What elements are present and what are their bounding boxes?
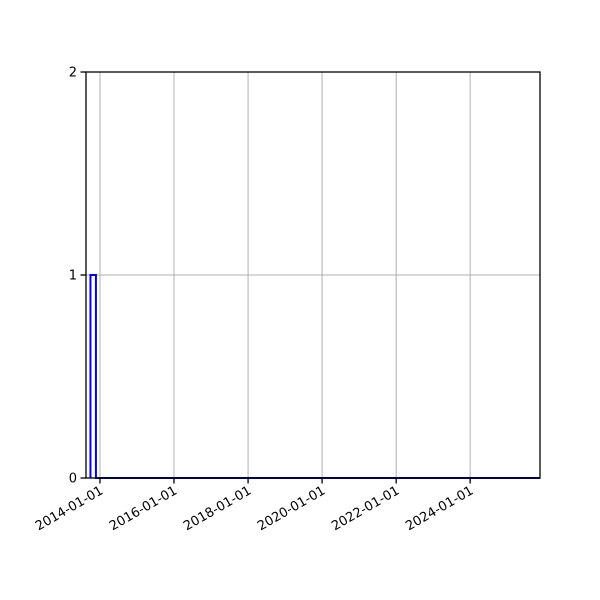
- x-tick-label: 2018-01-01: [181, 483, 254, 534]
- y-axis: 0 1 2: [69, 66, 86, 487]
- y-tick-label: 0: [69, 472, 77, 487]
- x-tick-label: 2014-01-01: [33, 483, 106, 534]
- y-tick-label: 2: [69, 66, 77, 81]
- x-axis: 2014-01-01 2016-01-01 2018-01-01 2020-01-01…: [33, 478, 476, 534]
- x-tick-label: 2016-01-01: [107, 483, 180, 534]
- gridlines: [86, 71, 540, 479]
- y-tick-label: 1: [69, 269, 77, 284]
- x-tick-label: 2022-01-01: [329, 483, 402, 534]
- x-tick-label: 2024-01-01: [403, 483, 476, 534]
- data-line-step-series: [89, 274, 540, 479]
- x-tick-label: 2020-01-01: [255, 483, 328, 534]
